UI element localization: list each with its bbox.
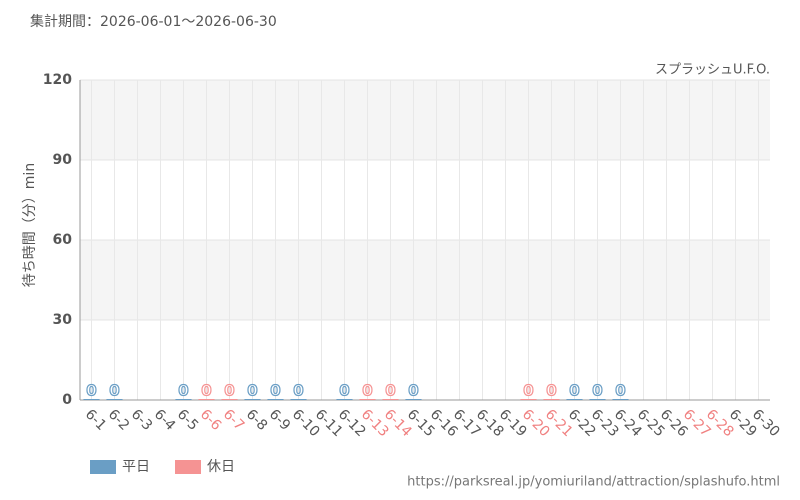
bar <box>336 399 353 400</box>
value-label: 0 <box>592 382 602 400</box>
value-label: 0 <box>86 382 96 400</box>
bar <box>589 399 606 400</box>
y-tick-label: 60 <box>53 232 73 248</box>
value-label: 0 <box>523 382 533 400</box>
value-label: 0 <box>201 382 211 400</box>
x-tick-label: 6-1 <box>82 406 109 433</box>
grid-band <box>80 240 770 320</box>
bar <box>290 399 307 400</box>
x-tick-label: 6-7 <box>220 406 247 433</box>
source: https://parksreal.jp/yomiuriland/attract… <box>407 475 780 490</box>
y-tick-label: 120 <box>43 72 72 88</box>
bar <box>612 399 629 400</box>
value-label: 0 <box>339 382 349 400</box>
bar <box>221 399 238 400</box>
legend-swatch <box>90 460 116 474</box>
x-tick-label: 6-3 <box>128 406 155 433</box>
bar <box>198 399 215 400</box>
value-label: 0 <box>362 382 372 400</box>
y-axis-label: 待ち時間（分）min <box>22 163 38 287</box>
legend-label: 平日 <box>122 459 150 475</box>
subtitle: 集計期間：2026-06-01～2026-06-30 <box>30 13 277 30</box>
y-tick-label: 0 <box>62 392 72 408</box>
value-label: 0 <box>247 382 257 400</box>
bar <box>566 399 583 400</box>
bar <box>83 399 100 400</box>
x-tick-label: 6-8 <box>243 406 270 433</box>
value-label: 0 <box>408 382 418 400</box>
bar <box>175 399 192 400</box>
bar <box>267 399 284 400</box>
legend-label: 休日 <box>207 459 235 475</box>
x-tick-label: 6-6 <box>197 406 225 434</box>
value-label: 0 <box>109 382 119 400</box>
bar <box>244 399 261 400</box>
bar <box>106 399 123 400</box>
bar <box>543 399 560 400</box>
value-label: 0 <box>546 382 556 400</box>
annotation: スプラッシュU.F.O. <box>655 63 770 78</box>
value-label: 0 <box>615 382 625 400</box>
y-tick-label: 30 <box>53 312 73 328</box>
x-tick-label: 6-4 <box>151 406 179 434</box>
bar <box>359 399 376 400</box>
x-tick-label: 6-9 <box>266 406 293 433</box>
value-label: 0 <box>178 382 188 400</box>
bar <box>520 399 537 400</box>
x-tick-label: 6-5 <box>174 406 201 433</box>
bar <box>405 399 422 400</box>
grid-band <box>80 80 770 160</box>
legend-swatch <box>175 460 201 474</box>
value-label: 0 <box>385 382 395 400</box>
y-tick-label: 90 <box>53 152 73 168</box>
value-label: 0 <box>270 382 280 400</box>
bar <box>382 399 399 400</box>
x-tick-label: 6-2 <box>105 406 132 433</box>
value-label: 0 <box>569 382 579 400</box>
value-label: 0 <box>224 382 234 400</box>
value-label: 0 <box>293 382 303 400</box>
